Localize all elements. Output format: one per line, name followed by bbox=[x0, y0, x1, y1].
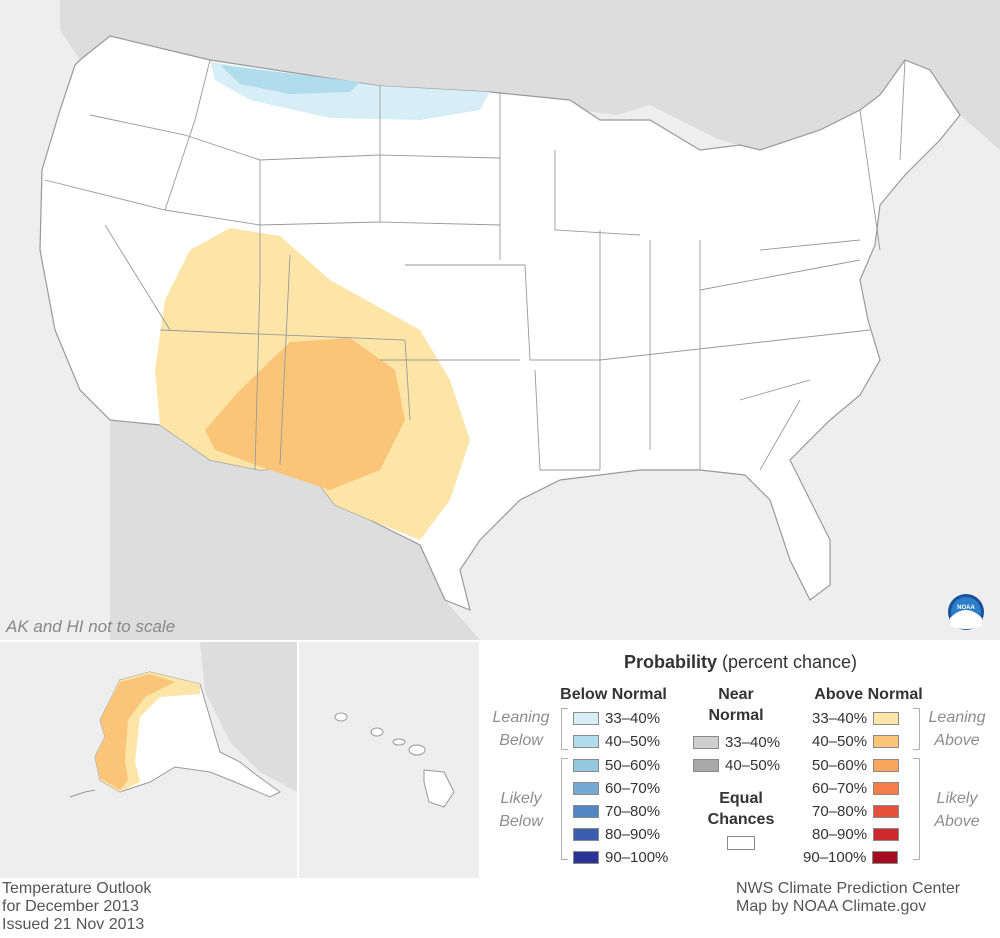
swatch bbox=[693, 735, 719, 749]
above-region-40-50 bbox=[205, 338, 405, 490]
near-normal-header: Near Normal bbox=[708, 686, 764, 724]
near-row: 40–50% bbox=[693, 755, 780, 775]
leaning-above-label: Leaning Above bbox=[928, 709, 986, 749]
bracket-likely-above bbox=[913, 758, 920, 860]
alaska-above-40-50 bbox=[95, 674, 175, 790]
likely-above-label: Likely Above bbox=[934, 790, 980, 830]
aleutian-islands bbox=[69, 789, 96, 798]
hawaii-islands bbox=[334, 712, 455, 808]
swatch bbox=[573, 804, 599, 818]
below-row: 70–80% bbox=[573, 801, 660, 821]
swatch bbox=[873, 781, 900, 795]
above-normal-header: Above Normal bbox=[814, 686, 923, 703]
swatch bbox=[573, 827, 599, 841]
above-row: 40–50% bbox=[812, 731, 900, 751]
above-row: 70–80% bbox=[812, 801, 900, 821]
bracket-likely-below bbox=[561, 758, 568, 860]
swatch bbox=[573, 850, 599, 864]
swatch bbox=[873, 734, 900, 748]
mexico-land bbox=[110, 420, 480, 640]
footer-source: NWS Climate Prediction Center bbox=[736, 880, 961, 897]
below-row: 50–60% bbox=[573, 755, 660, 775]
bracket-leaning-below bbox=[561, 708, 568, 750]
bracket-leaning-above bbox=[913, 708, 920, 750]
above-row: 50–60% bbox=[812, 755, 900, 775]
canada-land-ak bbox=[200, 642, 297, 792]
swatch bbox=[873, 711, 900, 725]
noaa-logo-icon: NOAA bbox=[948, 594, 984, 630]
above-row: 33–40% bbox=[812, 708, 900, 728]
footer-credit: Map by NOAA Climate.gov bbox=[736, 898, 927, 915]
legend: Probability (percent chance) Below Norma… bbox=[481, 642, 1000, 878]
below-row: 80–90% bbox=[573, 824, 660, 844]
above-row: 80–90% bbox=[812, 824, 900, 844]
below-normal-header: Below Normal bbox=[560, 686, 667, 703]
footer-period: for December 2013 bbox=[2, 898, 139, 915]
alaska-inset bbox=[0, 642, 297, 878]
below-row: 40–50% bbox=[573, 731, 660, 751]
footer-title: Temperature Outlook bbox=[2, 880, 152, 897]
state-borders bbox=[44, 59, 906, 471]
below-row: 90–100% bbox=[573, 847, 668, 867]
swatch bbox=[573, 711, 599, 725]
footer-left: Temperature Outlook for December 2013 Is… bbox=[2, 880, 151, 934]
leaning-below-label: Leaning Below bbox=[492, 709, 550, 749]
equal-chances-swatch bbox=[727, 836, 755, 850]
legend-title: Probability (percent chance) bbox=[623, 652, 858, 672]
noaa-logo-text: NOAA bbox=[957, 605, 975, 611]
conus-map: AK and HI not to scale NOAA bbox=[0, 0, 1000, 640]
swatch bbox=[573, 781, 599, 795]
near-row: 33–40% bbox=[693, 732, 780, 752]
below-row: 60–70% bbox=[573, 778, 660, 798]
below-row: 33–40% bbox=[573, 708, 660, 728]
swatch bbox=[872, 850, 899, 864]
swatch bbox=[693, 758, 719, 772]
equal-chances-label: Equal Chances bbox=[707, 790, 775, 828]
hawaii-inset bbox=[299, 642, 479, 878]
likely-below-label: Likely Below bbox=[499, 790, 543, 830]
swatch bbox=[873, 827, 900, 841]
map-note: AK and HI not to scale bbox=[5, 617, 175, 636]
below-region-50-60 bbox=[220, 65, 360, 94]
swatch bbox=[573, 734, 599, 748]
above-row: 60–70% bbox=[812, 778, 900, 798]
footer-right: NWS Climate Prediction Center Map by NOA… bbox=[736, 880, 960, 916]
swatch bbox=[573, 758, 599, 772]
footer-issued: Issued 21 Nov 2013 bbox=[2, 916, 145, 933]
canada-land bbox=[60, 0, 1000, 150]
swatch bbox=[873, 804, 900, 818]
swatch bbox=[873, 758, 900, 772]
above-row: 90–100% bbox=[803, 847, 899, 867]
